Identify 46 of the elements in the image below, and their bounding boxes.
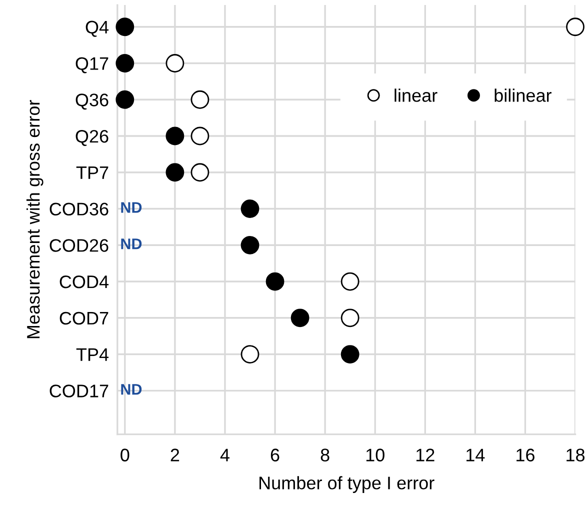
y-tick-label: Q26 [76,130,108,146]
y-tick-label: COD26 [50,239,108,252]
point [116,18,134,36]
y-tick-label: TP7 [76,166,108,179]
point [240,345,260,364]
y-tick-label: TP4 [76,348,109,361]
point [266,272,284,291]
x-tick-label: 8 [320,448,330,462]
y-tick-label: COD36 [50,202,108,216]
point [290,308,310,328]
point [340,272,360,291]
y-tick-label: Q4 [86,20,109,37]
legend-label: linear [394,88,438,102]
point [190,90,210,109]
x-tick-label: 2 [170,448,180,462]
y-tick-label: COD17 [50,384,108,398]
point [240,236,260,254]
x-tick-label: 18 [566,448,585,462]
x-tick-label: 4 [220,448,230,462]
y-axis-title: Measurement with gross error [26,100,44,338]
point [166,163,184,182]
text: ND [121,384,142,395]
point [240,200,260,218]
point [166,54,184,72]
point [340,345,360,364]
x-tick-label: 6 [270,448,280,462]
x-tick-label: 0 [120,448,130,462]
x-tick-label: 16 [516,448,534,462]
y-tick-label: COD7 [60,312,108,325]
point [340,308,360,328]
x-tick-label: 12 [416,448,434,462]
point [116,54,134,72]
y-tick-label: COD4 [60,275,109,288]
x-tick-label: 10 [366,448,384,462]
x-axis-title: Number of type I error [260,476,434,493]
y-tick-label: Q36 [76,94,108,110]
point [166,126,184,146]
point [190,163,210,182]
text: ND [121,202,142,213]
point [116,90,134,109]
x-tick-label: 14 [466,448,485,462]
text: ND [121,238,142,250]
point [190,126,210,146]
legend-label: bilinear [494,88,552,102]
y-tick-label: Q17 [76,57,108,74]
point [566,18,584,36]
